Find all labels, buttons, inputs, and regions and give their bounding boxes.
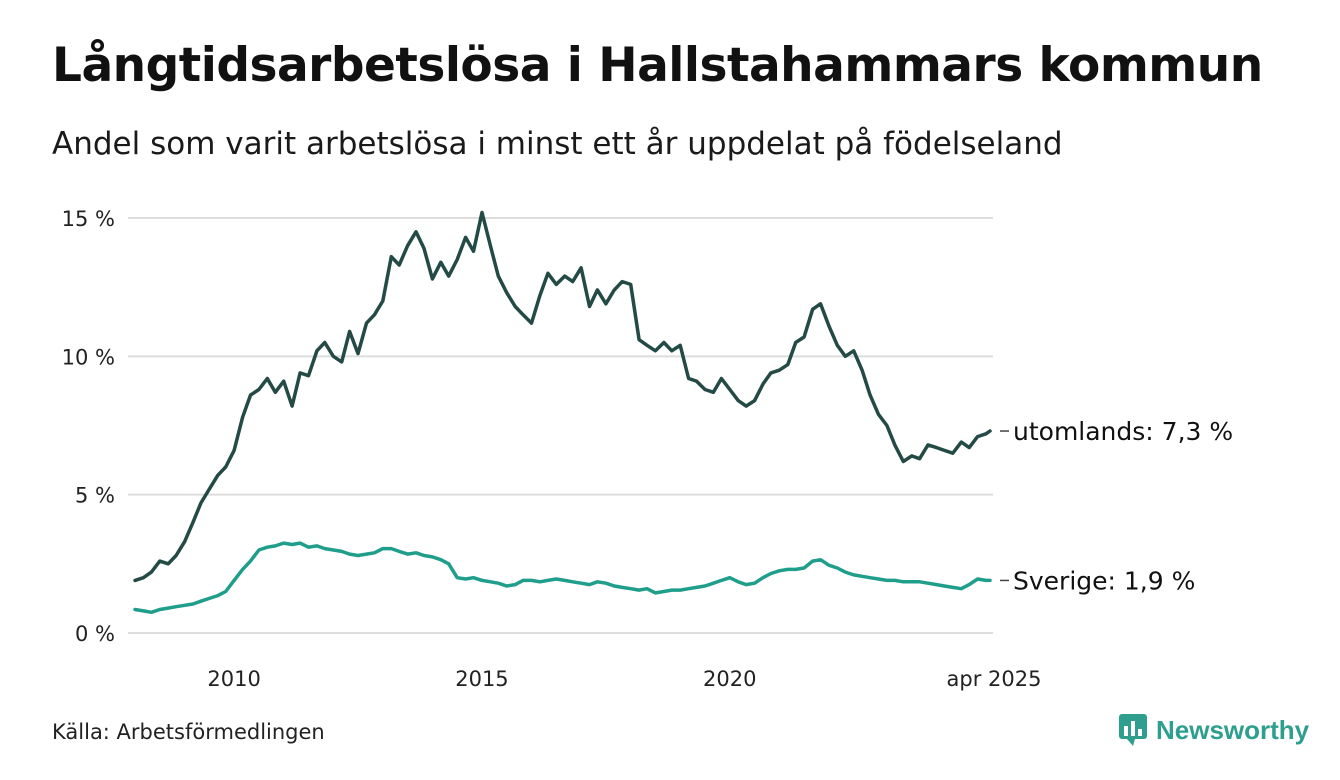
chart-title: Långtidsarbetslösa i Hallstahammars komm… <box>52 38 1263 93</box>
y-tick-label: 0 % <box>75 622 115 646</box>
newsworthy-logo-icon <box>1119 714 1147 746</box>
x-tick-label: apr 2025 <box>947 667 1042 691</box>
brand-name: Newsworthy <box>1156 714 1310 745</box>
y-tick-label: 5 % <box>75 484 115 508</box>
y-tick-label: 10 % <box>62 345 115 369</box>
y-axis-tick-labels: 0 % 5 % 10 % 15 % <box>62 207 115 646</box>
x-axis-tick-labels: 2010 2015 2020 apr 2025 <box>207 667 1041 691</box>
series-line-sverige <box>133 541 992 615</box>
x-tick-label: 2015 <box>455 667 508 691</box>
gridlines <box>128 217 993 634</box>
series-end-labels: utomlands: 7,3 % Sverige: 1,9 % <box>1000 417 1233 595</box>
series-lines <box>133 210 992 615</box>
x-tick-label: 2020 <box>703 667 756 691</box>
series-line-utomlands <box>133 210 992 583</box>
x-tick-label: 2010 <box>207 667 260 691</box>
source-note: Källa: Arbetsförmedlingen <box>52 720 325 744</box>
end-label-utomlands: utomlands: 7,3 % <box>1013 417 1233 446</box>
y-tick-label: 15 % <box>62 207 115 231</box>
newsworthy-logo: Newsworthy <box>1118 713 1309 747</box>
end-label-sverige: Sverige: 1,9 % <box>1013 566 1195 595</box>
chart-subtitle: Andel som varit arbetslösa i minst ett å… <box>52 126 1063 162</box>
